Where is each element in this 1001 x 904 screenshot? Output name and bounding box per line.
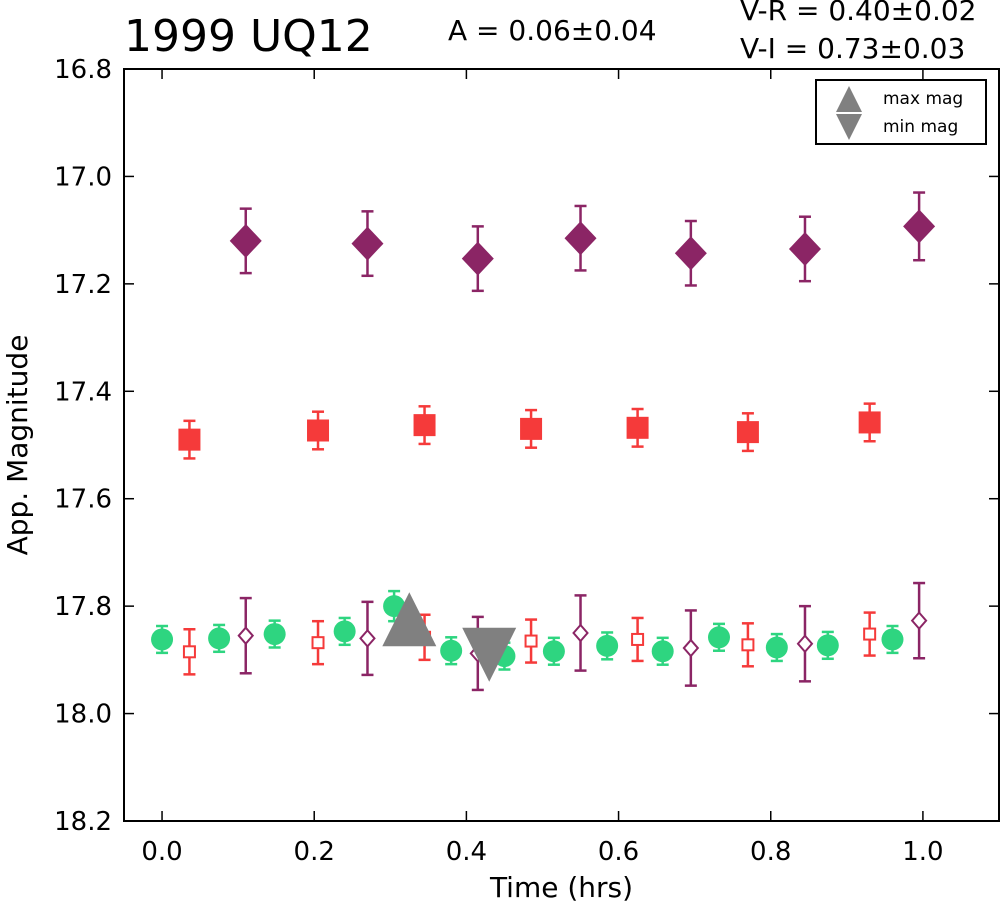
y-tick-label: 17.8 xyxy=(54,592,112,622)
chart-marks xyxy=(151,191,936,692)
circle-point xyxy=(263,623,286,646)
legend-label-min: min mag xyxy=(883,117,959,137)
diamond-point xyxy=(351,226,384,261)
open-diamond-point xyxy=(796,634,814,654)
max-mag-marker xyxy=(382,592,437,647)
y-tick-label: 17.2 xyxy=(54,270,112,300)
diamond-point xyxy=(674,236,707,271)
diamond-point xyxy=(903,209,936,244)
y-tick-label: 17.6 xyxy=(54,485,112,515)
square-point xyxy=(736,421,759,444)
x-tick-label: 0.6 xyxy=(598,837,639,867)
square-point xyxy=(520,417,543,440)
x-axis-label: Time (hrs) xyxy=(489,871,633,904)
open-square-point xyxy=(741,638,755,652)
y-axis-label: App. Magnitude xyxy=(1,335,34,556)
x-tick-label: 0.8 xyxy=(750,837,791,867)
circle-point xyxy=(333,620,356,643)
open-diamond-point xyxy=(572,623,589,643)
circle-point xyxy=(383,595,406,618)
open-square-point xyxy=(863,627,877,641)
axis-ticks: 0.0 0.2 0.4 0.6 0.8 1.0 16.8 17.0 17.2 17.4 17.6 17… xyxy=(54,55,999,867)
open-square-point xyxy=(524,634,538,648)
x-tick-label: 0.4 xyxy=(446,837,487,867)
circle-point xyxy=(596,634,619,657)
diamond-point xyxy=(461,241,494,276)
open-diamond-point xyxy=(910,611,928,631)
y-tick-label: 17.4 xyxy=(54,377,112,407)
square-point xyxy=(413,414,436,437)
open-diamond-point xyxy=(359,628,376,648)
chart-title: 1999 UQ12 xyxy=(124,11,373,62)
circle-point xyxy=(708,626,730,649)
circle-point xyxy=(440,639,463,662)
square-point xyxy=(307,419,330,442)
legend: max mag min mag xyxy=(815,79,987,145)
triangle-down-icon xyxy=(836,114,862,140)
min-mag-marker xyxy=(462,627,517,682)
circle-point xyxy=(881,628,904,651)
y-tick-label: 18.0 xyxy=(54,700,112,730)
legend-label-max: max mag xyxy=(883,89,964,109)
circle-point xyxy=(542,640,565,663)
diamond-point xyxy=(564,221,597,256)
square-point xyxy=(626,416,649,439)
color-index-vr: V-R = 0.40±0.02 xyxy=(740,0,977,27)
legend-item-min: min mag xyxy=(817,112,987,142)
y-tick-label: 18.2 xyxy=(54,807,112,837)
plot-frame xyxy=(123,68,1000,822)
open-square-point xyxy=(182,645,196,659)
circle-point xyxy=(151,628,174,651)
legend-item-max: max mag xyxy=(817,84,987,114)
square-point xyxy=(178,428,201,451)
circle-point xyxy=(816,634,839,657)
circle-point xyxy=(208,627,231,650)
diamond-point xyxy=(229,223,262,258)
triangle-up-icon xyxy=(836,86,862,112)
y-tick-label: 16.8 xyxy=(54,55,112,85)
open-square-point xyxy=(311,636,325,650)
open-diamond-point xyxy=(682,638,700,658)
x-tick-label: 0.2 xyxy=(294,837,335,867)
circle-point xyxy=(651,640,674,663)
amplitude-text: A = 0.06±0.04 xyxy=(448,14,657,47)
circle-point xyxy=(765,636,788,659)
x-tick-label: 1.0 xyxy=(902,837,943,867)
diamond-point xyxy=(788,231,821,266)
x-tick-label: 0.0 xyxy=(141,837,182,867)
y-tick-label: 17.0 xyxy=(54,162,112,192)
square-point xyxy=(858,411,881,434)
open-diamond-point xyxy=(237,626,255,646)
color-index-vi: V-I = 0.73±0.03 xyxy=(740,32,966,65)
open-square-point xyxy=(631,632,645,646)
